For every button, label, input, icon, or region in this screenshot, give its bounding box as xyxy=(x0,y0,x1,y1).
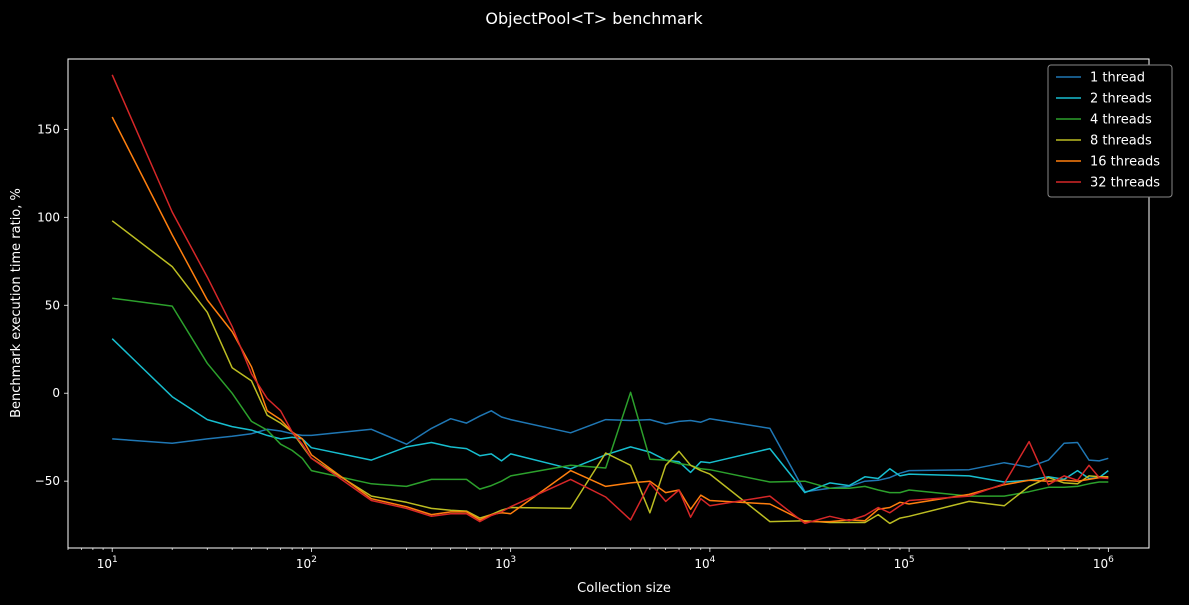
x-tick-label: 104 xyxy=(694,555,715,571)
legend-entry: 1 thread xyxy=(1090,71,1145,86)
y-axis-label: Benchmark execution time ratio, % xyxy=(9,188,24,418)
y-tick-label: 150 xyxy=(37,122,60,136)
series-line-1 xyxy=(112,410,1109,493)
chart-title: ObjectPool<T> benchmark xyxy=(485,9,703,28)
series-line-3 xyxy=(112,297,1109,497)
legend-entry: 8 threads xyxy=(1090,134,1152,149)
x-tick-label: 101 xyxy=(97,555,118,571)
x-tick-label: 102 xyxy=(296,555,317,571)
x-tick-label: 105 xyxy=(894,555,915,571)
plot-series xyxy=(111,74,1109,525)
legend: 1 thread 2 threads 4 threads 8 threads 16 th… xyxy=(1047,64,1173,198)
y-tick-label: 50 xyxy=(45,298,60,312)
x-axis-label: Collection size xyxy=(577,581,671,596)
y-tick-label: 0 xyxy=(52,386,60,400)
x-axis: 101 102 103 104 105 106 xyxy=(67,548,1114,571)
legend-entry: 2 threads xyxy=(1090,92,1152,107)
y-tick-label: −50 xyxy=(35,474,60,488)
x-tick-label: 106 xyxy=(1093,555,1114,571)
legend-entry: 4 threads xyxy=(1090,113,1152,128)
series-line-4 xyxy=(111,220,1109,525)
legend-entry: 32 threads xyxy=(1090,176,1160,191)
legend-entry: 16 threads xyxy=(1090,155,1160,170)
series-line-5 xyxy=(111,116,1109,523)
y-tick-label: 100 xyxy=(37,210,60,224)
x-tick-label: 103 xyxy=(495,555,516,571)
series-line-6 xyxy=(111,74,1109,525)
plot-frame xyxy=(67,58,1150,549)
y-axis: −50 0 50 100 150 xyxy=(35,122,68,488)
